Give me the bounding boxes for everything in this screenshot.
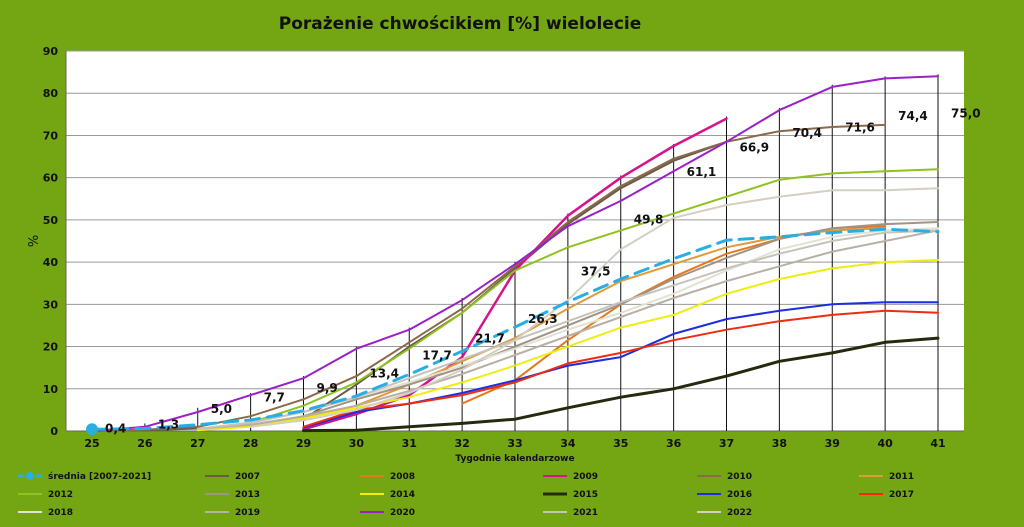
data-label: 61,1 bbox=[687, 165, 717, 179]
legend-label: 2009 bbox=[573, 472, 598, 482]
y-tick-label: 50 bbox=[43, 214, 59, 227]
legend-label: 2013 bbox=[235, 490, 260, 500]
data-label: 70,4 bbox=[792, 126, 822, 140]
x-tick-label: 36 bbox=[666, 437, 682, 450]
legend-item: 2016 bbox=[697, 490, 752, 500]
data-label: 37,5 bbox=[581, 265, 611, 279]
legend-label: 2011 bbox=[889, 472, 914, 482]
legend-item: 2021 bbox=[543, 508, 598, 518]
data-label: 1,3 bbox=[158, 418, 179, 432]
legend-item: 2018 bbox=[18, 508, 73, 518]
legend-item: 2019 bbox=[205, 508, 260, 518]
y-tick-label: 20 bbox=[43, 341, 59, 354]
x-tick-label: 28 bbox=[243, 437, 258, 450]
legend-label: 2014 bbox=[390, 490, 415, 500]
legend-label: 2018 bbox=[48, 508, 73, 518]
y-tick-label: 80 bbox=[43, 87, 59, 100]
y-tick-label: 30 bbox=[43, 298, 59, 311]
legend-item: 2009 bbox=[543, 472, 598, 482]
x-tick-label: 32 bbox=[454, 437, 469, 450]
legend-item: 2010 bbox=[697, 472, 752, 482]
data-label: 49,8 bbox=[634, 213, 664, 227]
legend-label: średnia [2007-2021] bbox=[48, 471, 151, 482]
legend-item: 2017 bbox=[859, 490, 914, 500]
legend-item: 2014 bbox=[360, 490, 415, 500]
legend-item: 2007 bbox=[205, 472, 260, 482]
series-line bbox=[302, 336, 940, 433]
x-axis-label: Tygodnie kalendarzowe bbox=[455, 454, 574, 464]
series-line bbox=[91, 75, 939, 432]
chart-title: Porażenie chwościkiem [%] wielolecie bbox=[278, 14, 642, 34]
x-tick-label: 30 bbox=[349, 437, 365, 450]
x-tick-label: 31 bbox=[402, 437, 417, 450]
data-label: 26,3 bbox=[528, 312, 558, 326]
y-tick-label: 70 bbox=[43, 129, 59, 142]
legend-label: 2019 bbox=[235, 508, 260, 518]
legend-label: 2008 bbox=[390, 472, 415, 482]
legend-item: średnia [2007-2021] bbox=[18, 471, 151, 482]
x-tick-labels: 25 26 27 28 29 30 31 32 33 34 35 36 37 38 39 40 41 bbox=[84, 437, 945, 450]
legend-label: 2012 bbox=[48, 490, 73, 500]
x-tick-label: 27 bbox=[190, 437, 205, 450]
legend-item: 2020 bbox=[360, 508, 415, 518]
data-label: 7,7 bbox=[264, 390, 285, 404]
y-tick-label: 0 bbox=[50, 425, 58, 438]
x-tick-label: 40 bbox=[877, 437, 893, 450]
series-line bbox=[249, 221, 939, 428]
series-line bbox=[90, 227, 940, 431]
y-tick-label: 90 bbox=[43, 45, 59, 58]
x-tick-label: 37 bbox=[719, 437, 734, 450]
series-line bbox=[249, 187, 939, 428]
series-lines bbox=[86, 75, 940, 436]
y-axis-label: % bbox=[27, 235, 42, 247]
data-label: 9,9 bbox=[317, 381, 338, 395]
series-line bbox=[196, 259, 939, 432]
legend-item: 2022 bbox=[697, 508, 752, 518]
x-tick-label: 41 bbox=[930, 437, 945, 450]
legend-label: 2022 bbox=[727, 508, 752, 518]
mean-start-marker bbox=[86, 423, 98, 436]
x-tick-label: 38 bbox=[772, 437, 787, 450]
data-label: 17,7 bbox=[422, 348, 452, 362]
legend-item: 2008 bbox=[360, 472, 415, 482]
x-tick-label: 25 bbox=[84, 437, 99, 450]
series-line bbox=[196, 229, 939, 430]
data-label: 66,9 bbox=[740, 141, 770, 155]
legend-item: 2012 bbox=[18, 490, 73, 500]
x-tick-label: 29 bbox=[296, 437, 311, 450]
legend-label: 2010 bbox=[727, 472, 752, 482]
y-tick-label: 60 bbox=[43, 172, 59, 185]
x-tick-label: 39 bbox=[825, 437, 840, 450]
y-tick-labels: 0 10 20 30 40 50 60 70 80 90 bbox=[43, 45, 59, 438]
x-tick-label: 35 bbox=[613, 437, 628, 450]
data-label: 13,4 bbox=[369, 366, 399, 380]
data-label: 5,0 bbox=[211, 402, 232, 416]
data-label: 71,6 bbox=[845, 121, 875, 135]
data-label: 21,7 bbox=[475, 331, 505, 345]
legend-item: 2013 bbox=[205, 490, 260, 500]
legend-item: 2011 bbox=[859, 472, 914, 482]
legend-marker bbox=[26, 472, 34, 480]
data-label: 75,0 bbox=[951, 106, 981, 120]
y-tick-label: 10 bbox=[43, 383, 59, 396]
data-label: 0,4 bbox=[105, 421, 126, 435]
series-line bbox=[196, 168, 939, 431]
legend-label: 2016 bbox=[727, 490, 752, 500]
x-tick-label: 33 bbox=[507, 437, 522, 450]
legend-label: 2017 bbox=[889, 490, 914, 500]
data-labels: 0,4 1,3 5,0 7,7 9,9 13,4 17,7 21,7 26,3 37,5 49,8 6… bbox=[105, 106, 981, 435]
series-line bbox=[302, 309, 939, 428]
legend-label: 2020 bbox=[390, 508, 415, 518]
legend-label: 2015 bbox=[573, 490, 598, 500]
x-tick-label: 26 bbox=[137, 437, 153, 450]
legend-item: 2015 bbox=[543, 490, 598, 500]
legend-label: 2007 bbox=[235, 472, 260, 482]
legend: średnia [2007-2021] 2007 2008 2009 2010 2011 2… bbox=[18, 471, 914, 518]
data-label: 74,4 bbox=[898, 109, 928, 123]
legend-label: 2021 bbox=[573, 508, 598, 518]
y-tick-label: 40 bbox=[43, 256, 59, 269]
x-tick-label: 34 bbox=[560, 437, 576, 450]
